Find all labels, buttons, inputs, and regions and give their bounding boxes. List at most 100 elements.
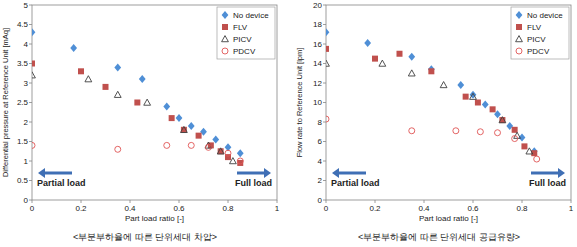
- y-tick-label: 2: [318, 176, 323, 185]
- y-tick: [323, 83, 326, 84]
- point: [477, 129, 483, 135]
- y-tick-label: 1.5: [17, 137, 29, 146]
- point: [217, 148, 224, 154]
- x-tick-label: 0.8: [222, 204, 234, 213]
- point: [326, 46, 329, 52]
- point: [70, 44, 77, 52]
- x-tick-label: 0.2: [75, 204, 87, 213]
- series: [32, 61, 243, 166]
- y-tick-label: 4.5: [17, 20, 29, 29]
- y-tick-label: 20: [313, 1, 322, 10]
- point: [526, 148, 533, 154]
- x-axis-label: Part load ratio [-]: [419, 214, 478, 223]
- y-tick-label: 3: [24, 79, 29, 88]
- point: [139, 75, 146, 83]
- x-tick: [326, 200, 327, 203]
- point: [103, 84, 109, 90]
- point: [470, 93, 477, 99]
- x-tick-label: 0.4: [124, 204, 136, 213]
- arrow-head: [332, 168, 339, 178]
- point: [326, 60, 329, 66]
- x-tick: [424, 200, 425, 203]
- y-tick: [323, 200, 326, 201]
- legend-label: PICV: [527, 35, 546, 44]
- series: [32, 72, 236, 164]
- legend: No deviceFLVPICVPDCV: [217, 7, 275, 59]
- annotation: Partial load: [37, 168, 86, 188]
- y-tick-label: 2: [24, 118, 29, 127]
- annotation: Full load: [529, 168, 566, 188]
- legend-label: No device: [233, 11, 269, 20]
- x-tick: [228, 200, 229, 203]
- caption: <부분부하율에 따른 단위세대 공급유량>: [358, 232, 520, 242]
- y-axis-label: Flow rate to Reference Unit [lpm]: [295, 48, 304, 158]
- point: [164, 142, 170, 148]
- annotation-text: Partial load: [331, 178, 380, 188]
- legend-label: PDCV: [527, 47, 550, 56]
- x-tick: [473, 200, 474, 203]
- y-tick: [29, 102, 32, 103]
- y-tick-label: 4: [24, 40, 29, 49]
- y-tick: [323, 180, 326, 181]
- legend-box: [511, 7, 569, 59]
- point: [428, 68, 434, 74]
- y-tick-label: 8: [318, 118, 323, 127]
- y-tick-label: 1: [24, 157, 29, 166]
- x-tick-label: 0: [324, 204, 329, 213]
- y-tick: [323, 24, 326, 25]
- point: [475, 100, 481, 106]
- y-tick: [323, 63, 326, 64]
- y-axis-label: Differential pressure at Reference Unit …: [1, 28, 10, 177]
- annotation-text: Full load: [235, 178, 272, 188]
- annotation: Partial load: [331, 168, 380, 188]
- y-tick: [29, 5, 32, 6]
- point: [409, 128, 415, 134]
- legend-box: [217, 7, 275, 59]
- legend-marker: [222, 48, 228, 54]
- y-tick: [323, 44, 326, 45]
- legend-label: PDCV: [233, 47, 256, 56]
- point: [470, 91, 477, 99]
- point: [169, 115, 175, 121]
- point: [114, 91, 121, 97]
- point: [499, 117, 506, 123]
- x-tick: [81, 200, 82, 203]
- point: [78, 68, 84, 74]
- point: [364, 39, 371, 47]
- chart: 0246810121416182000.20.40.60.81Part load…: [295, 1, 574, 242]
- y-tick-label: 12: [313, 79, 322, 88]
- legend-marker: [516, 36, 523, 42]
- series: [32, 28, 244, 157]
- marks: [326, 28, 540, 162]
- point: [225, 150, 231, 156]
- legend-marker: [516, 24, 522, 30]
- point: [326, 116, 329, 122]
- y-tick-label: 5: [24, 1, 29, 10]
- x-tick: [179, 200, 180, 203]
- point: [534, 156, 540, 162]
- y-tick-label: 6: [318, 137, 323, 146]
- legend-marker: [222, 36, 229, 42]
- point: [512, 127, 518, 133]
- point: [32, 28, 35, 36]
- y-tick: [323, 102, 326, 103]
- plot-frame: [326, 5, 571, 200]
- y-tick-label: 3.5: [17, 59, 29, 68]
- annotation-text: Full load: [529, 178, 566, 188]
- y-tick: [29, 180, 32, 181]
- x-tick-label: 0.4: [418, 204, 430, 213]
- arrow-head: [264, 168, 271, 178]
- x-tick: [130, 200, 131, 203]
- point: [379, 60, 386, 66]
- point: [457, 81, 464, 89]
- point: [188, 142, 194, 148]
- series: [326, 116, 540, 162]
- point: [397, 51, 403, 57]
- point: [181, 127, 187, 133]
- legend-marker: [222, 24, 228, 30]
- point: [85, 76, 92, 82]
- y-tick: [323, 161, 326, 162]
- arrow-shaft: [43, 172, 72, 175]
- y-tick: [29, 83, 32, 84]
- annotation-text: Partial load: [37, 178, 86, 188]
